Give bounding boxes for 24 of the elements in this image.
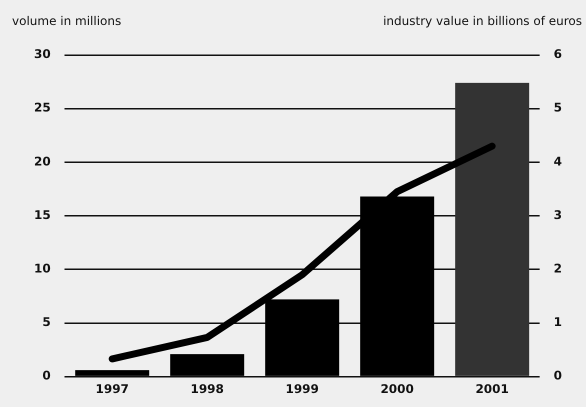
y-tick-label: 15 bbox=[34, 208, 51, 222]
y-tick-label: 10 bbox=[34, 262, 51, 276]
x-tick-label: 2001 bbox=[475, 382, 509, 396]
bar bbox=[170, 354, 244, 376]
y-tick-label: 0 bbox=[42, 368, 51, 383]
y2-tick-label: 4 bbox=[554, 154, 562, 168]
y2-tick-label: 1 bbox=[554, 315, 562, 330]
x-tick-label: 1999 bbox=[285, 382, 319, 396]
x-tick-label: 2000 bbox=[380, 382, 414, 396]
x-tick-label: 1997 bbox=[95, 382, 129, 396]
bar bbox=[75, 370, 150, 376]
y2-axis-title: industry value in billions of euros bbox=[383, 14, 582, 28]
y2-tick-label: 5 bbox=[554, 100, 562, 115]
y-axis-title: volume in millions bbox=[12, 14, 122, 28]
y-tick-label: 30 bbox=[34, 47, 51, 62]
y-tick-label: 25 bbox=[34, 100, 51, 115]
y-tick-label: 5 bbox=[42, 315, 51, 330]
x-tick-label: 1998 bbox=[190, 382, 224, 396]
y2-tick-label: 2 bbox=[554, 262, 562, 276]
y-tick-label: 20 bbox=[34, 154, 51, 168]
y2-tick-label: 3 bbox=[554, 208, 562, 222]
bar bbox=[455, 82, 530, 376]
y2-tick-label: 0 bbox=[554, 368, 562, 383]
y2-tick-label: 6 bbox=[554, 47, 562, 62]
